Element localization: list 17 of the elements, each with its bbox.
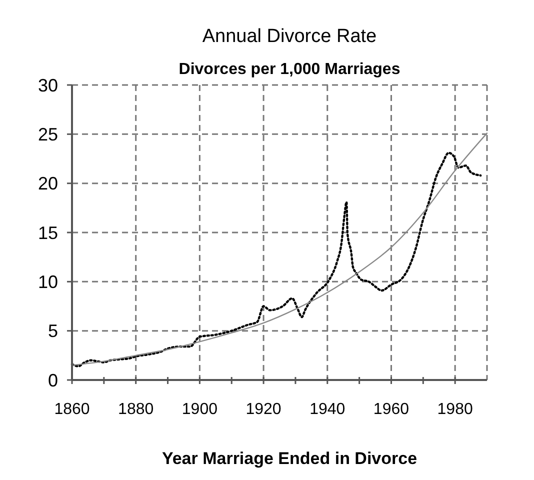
- y-tick-label: 10: [38, 272, 58, 292]
- x-tick-label: 1880: [118, 401, 154, 418]
- chart-title: Annual Divorce Rate: [202, 26, 377, 47]
- x-tick-label: 1920: [246, 401, 282, 418]
- y-tick-label: 0: [48, 370, 58, 390]
- y-tick-label: 25: [38, 124, 58, 144]
- x-tick-label: 1960: [373, 401, 410, 418]
- x-tick-label: 1860: [54, 401, 90, 418]
- x-tick-label: 1900: [182, 401, 218, 418]
- y-tick-label: 30: [38, 75, 58, 96]
- chart-subtitle: Divorces per 1,000 Marriages: [178, 61, 400, 78]
- y-tick-label: 20: [38, 174, 58, 194]
- x-tick-label: 1940: [310, 401, 346, 418]
- y-tick-label: 15: [38, 222, 58, 243]
- x-axis-title: Year Marriage Ended in Divorce: [162, 449, 418, 468]
- y-tick-label: 5: [48, 321, 58, 342]
- x-tick-label: 1980: [437, 401, 473, 418]
